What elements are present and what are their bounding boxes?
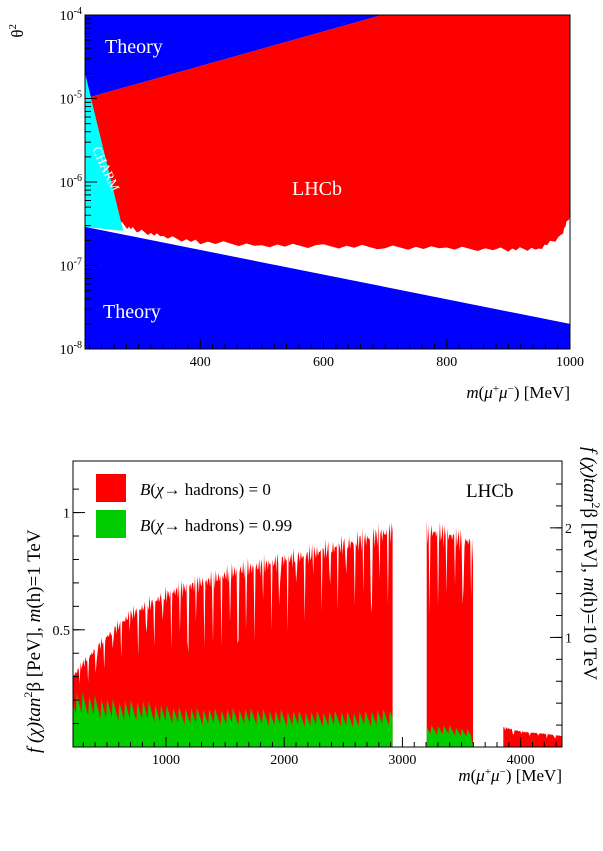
bottom-right-y-axis-label: f (χ)tan2β [PeV], m(h)=10 TeV <box>579 447 603 680</box>
top-x-tick-label: 600 <box>313 355 334 370</box>
top-xl-rp: ) <box>514 383 520 402</box>
lg1-b: B <box>140 516 151 535</box>
top-x-tick-label: 400 <box>190 355 211 370</box>
ylR-exp: 2 <box>589 502 603 508</box>
top-x-tick-label: 1000 <box>556 355 584 370</box>
series-area-segment <box>426 519 473 747</box>
theory-lower-label: Theory <box>103 301 161 323</box>
series-green <box>73 692 473 747</box>
lg0-chi: χ <box>154 480 164 499</box>
bot-xl-rp: ) <box>506 766 512 785</box>
series-area-segment <box>73 522 393 747</box>
top-xl-sup2: − <box>508 383 514 395</box>
bottom-frame <box>72 460 563 748</box>
top-y-tick-label: 10-5 <box>60 90 82 108</box>
region-lhcb-excluded <box>85 15 570 252</box>
bottom-left-y-axis-label: f (χ)tan2β [PeV], m(h)=1 TeV <box>21 529 45 753</box>
top-xl-mu1: μ <box>483 383 493 402</box>
top-y-tick-label: 10-8 <box>60 340 82 358</box>
top-x-axis-label: m(μ+μ−) [MeV] <box>466 383 570 402</box>
legend-swatch-red <box>96 474 126 502</box>
bot-xl-mu2: μ <box>490 766 500 785</box>
series-area-segment <box>503 726 562 747</box>
top-yl-exp: 2 <box>7 24 19 30</box>
top-y-axis-label: θ2 <box>7 24 27 38</box>
top-xl-mu2: μ <box>498 383 508 402</box>
lg1-rest: hadrons) = 0.99 <box>181 516 293 535</box>
ylR-post: (h)=10 TeV <box>579 591 600 680</box>
lhcb-region-label: LHCb <box>292 178 342 200</box>
top-x-tick-label: 800 <box>436 355 457 370</box>
ylR-pre: f (χ)tan <box>579 447 600 502</box>
bottom-plot-area <box>73 461 562 747</box>
legend-swatch-green <box>96 510 126 538</box>
top-yl-base: θ <box>8 30 27 38</box>
series-area-segment <box>73 692 393 747</box>
top-y-tick-label: 10-4 <box>60 6 82 24</box>
legend-label-red: B(χ→ hadrons) = 0 <box>140 480 271 499</box>
lg0-b: B <box>140 480 151 499</box>
region-theory-lower- <box>85 226 570 349</box>
legend-label-green: B(χ→ hadrons) = 0.99 <box>140 516 292 535</box>
bot-xl-lp: ( <box>471 766 477 785</box>
bottom-ticks: 1000 2000 3000 4000 0.5 1 1 2 <box>53 483 572 768</box>
lg1-l: ( <box>150 516 156 535</box>
bottom-left-y-tick-label: 0.5 <box>53 624 71 639</box>
bot-xl-m: m <box>458 766 470 785</box>
ylL-exp: 2 <box>21 692 35 698</box>
ylL-post: (h)=1 TeV <box>24 529 45 608</box>
lg0-arrow: → <box>164 480 181 499</box>
top-xl-lp: ( <box>479 383 485 402</box>
ylR-m: m <box>579 578 600 592</box>
top-regions <box>85 15 570 349</box>
bot-xl-unit: [MeV] <box>511 766 562 785</box>
bottom-x-tick-label: 2000 <box>270 753 298 768</box>
bottom-left-y-tick-label: 1 <box>63 507 70 522</box>
top-xl-m: m <box>466 383 478 402</box>
ylL-pre: f (χ)tan <box>24 698 45 753</box>
ylR-mid: β [PeV], <box>579 508 600 577</box>
legend: B(χ→ hadrons) = 0 B(χ→ hadrons) = 0.99 <box>96 474 292 538</box>
bottom-x-tick-label: 4000 <box>507 753 535 768</box>
top-y-tick-label: 10-7 <box>60 257 82 275</box>
lg1-arrow: → <box>164 516 181 535</box>
bottom-series <box>73 519 562 747</box>
theory-upper-label: Theory <box>105 36 163 58</box>
top-y-tick-label: 10-6 <box>60 173 82 191</box>
bottom-x-tick-label: 3000 <box>388 753 416 768</box>
bot-xl-mu1: μ <box>475 766 485 785</box>
ylL-mid: β [PeV], <box>24 622 45 691</box>
top-chart: 400 600 800 1000 10-8 10-7 10-6 10-5 10-4 Theory… <box>7 6 584 402</box>
experiment-label: LHCb <box>466 481 514 502</box>
bot-xl-sup2: − <box>500 766 506 778</box>
bottom-right-y-tick-label: 1 <box>565 631 572 646</box>
lg1-chi: χ <box>154 516 164 535</box>
lg0-l: ( <box>150 480 156 499</box>
series-red <box>73 519 562 747</box>
bottom-x-tick-label: 1000 <box>152 753 180 768</box>
lg0-rest: hadrons) = 0 <box>181 480 271 499</box>
bot-xl-sup1: + <box>485 766 491 778</box>
top-xl-unit: [MeV] <box>519 383 570 402</box>
top-xl-sup1: + <box>493 383 499 395</box>
bottom-x-axis-label: m(μ+μ−) [MeV] <box>458 766 562 785</box>
series-area-segment <box>426 725 473 747</box>
top-plot-area <box>85 15 570 349</box>
ylL-m: m <box>24 609 45 623</box>
bottom-right-y-tick-label: 2 <box>565 522 572 537</box>
region-charm-overlay <box>85 73 124 231</box>
top-ticks: 400 600 800 1000 10-8 10-7 10-6 10-5 10-4 <box>60 6 584 370</box>
